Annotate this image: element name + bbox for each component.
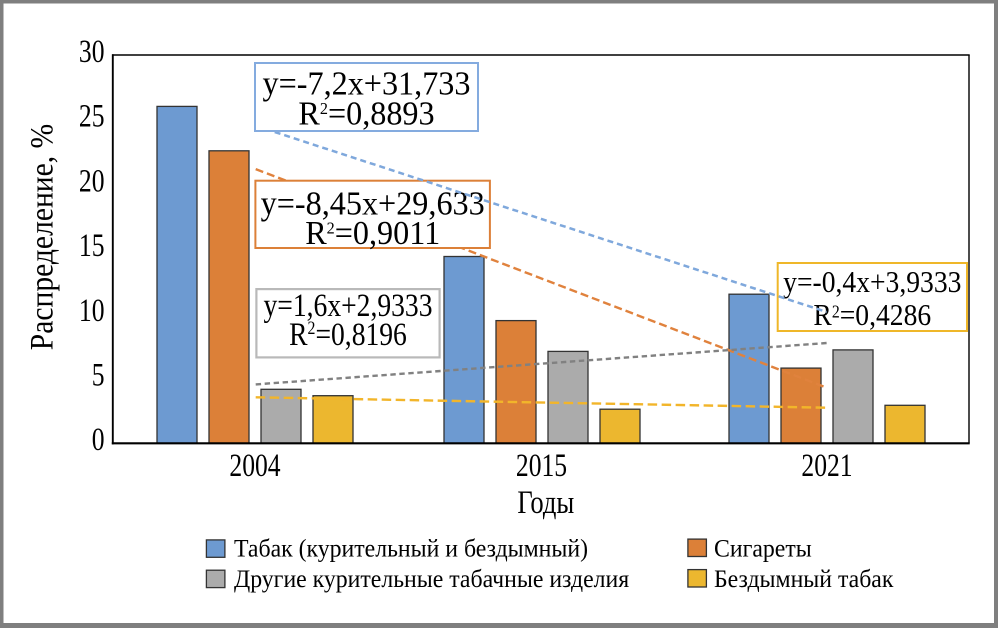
svg-text:2004: 2004 — [229, 448, 281, 483]
svg-text:Сигареты: Сигареты — [714, 535, 812, 563]
svg-text:2021: 2021 — [801, 448, 852, 483]
svg-text:0: 0 — [92, 422, 105, 457]
svg-text:R2=0,8196: R2=0,8196 — [289, 317, 407, 352]
svg-text:2015: 2015 — [516, 448, 567, 483]
svg-text:R2=0,9011: R2=0,9011 — [305, 215, 440, 252]
svg-text:y=-7,2x+31,733: y=-7,2x+31,733 — [263, 66, 471, 103]
svg-text:30: 30 — [79, 34, 105, 69]
svg-text:y=1,6x+2,9333: y=1,6x+2,9333 — [263, 288, 432, 323]
svg-text:Распределение, %: Распределение, % — [23, 124, 60, 350]
svg-text:Годы: Годы — [517, 483, 574, 521]
svg-text:Табак (курительный и бездымный: Табак (курительный и бездымный) — [234, 535, 588, 563]
svg-text:10: 10 — [79, 293, 105, 328]
svg-text:5: 5 — [92, 358, 105, 393]
svg-text:y=-8,45x+29,633: y=-8,45x+29,633 — [261, 186, 485, 223]
svg-text:Другие курительные табачные из: Другие курительные табачные изделия — [234, 565, 629, 593]
svg-text:25: 25 — [79, 99, 105, 134]
svg-text:R2=0,8893: R2=0,8893 — [298, 96, 434, 133]
svg-text:15: 15 — [79, 229, 105, 264]
svg-text:20: 20 — [79, 164, 105, 199]
svg-text:Бездымный табак: Бездымный табак — [714, 565, 893, 593]
svg-text:R2=0,4286: R2=0,4286 — [813, 299, 931, 333]
svg-text:y=-0,4x+3,9333: y=-0,4x+3,9333 — [783, 266, 961, 300]
